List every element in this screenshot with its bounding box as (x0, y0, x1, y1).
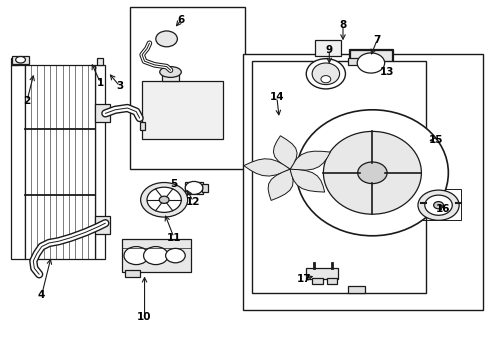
Text: 13: 13 (380, 67, 394, 77)
Ellipse shape (156, 31, 177, 47)
Ellipse shape (159, 196, 169, 203)
Bar (348, 286, 365, 293)
Polygon shape (290, 169, 325, 192)
Polygon shape (273, 136, 297, 169)
Ellipse shape (160, 67, 181, 77)
Text: 3: 3 (117, 81, 123, 91)
Text: 5: 5 (171, 179, 177, 189)
Ellipse shape (124, 247, 148, 265)
Ellipse shape (185, 181, 203, 194)
Ellipse shape (16, 57, 25, 63)
Text: 12: 12 (186, 197, 201, 207)
Bar (349, 49, 393, 77)
Bar (243, 54, 483, 310)
Bar (306, 268, 338, 279)
Bar (130, 7, 245, 169)
Bar (185, 182, 203, 194)
Bar (140, 122, 145, 130)
Text: 16: 16 (436, 204, 451, 214)
Text: 4: 4 (38, 290, 46, 300)
Text: 11: 11 (167, 233, 181, 243)
Text: 15: 15 (429, 135, 443, 145)
Ellipse shape (296, 110, 448, 236)
Bar (11, 65, 24, 259)
Bar (315, 40, 341, 56)
Text: 6: 6 (178, 15, 185, 25)
Ellipse shape (141, 183, 188, 217)
Bar (312, 278, 323, 284)
Bar (97, 58, 103, 65)
Text: 1: 1 (97, 78, 104, 88)
Ellipse shape (321, 76, 331, 83)
Text: 10: 10 (137, 312, 152, 322)
Bar (12, 56, 29, 64)
Bar (95, 65, 105, 259)
Bar (95, 104, 110, 122)
Ellipse shape (276, 159, 304, 179)
Polygon shape (244, 159, 290, 176)
Bar (11, 58, 18, 65)
Text: 7: 7 (373, 35, 381, 45)
Ellipse shape (418, 190, 459, 220)
Bar (202, 184, 208, 192)
Bar (142, 81, 223, 139)
Ellipse shape (147, 187, 181, 212)
Ellipse shape (166, 248, 185, 263)
Ellipse shape (357, 53, 385, 73)
Ellipse shape (434, 202, 443, 209)
Bar (95, 216, 110, 234)
Ellipse shape (358, 162, 387, 184)
Ellipse shape (425, 195, 452, 215)
Bar (421, 189, 461, 220)
Bar (24, 65, 95, 259)
Bar (125, 270, 140, 277)
Bar (350, 50, 392, 76)
Bar (252, 61, 426, 293)
Bar (122, 239, 191, 272)
Ellipse shape (312, 63, 340, 85)
Text: 9: 9 (326, 45, 333, 55)
Bar (327, 278, 337, 284)
Polygon shape (290, 151, 330, 170)
Ellipse shape (283, 164, 297, 175)
Ellipse shape (323, 131, 421, 214)
Bar (162, 72, 179, 81)
Ellipse shape (306, 59, 345, 89)
Text: 17: 17 (296, 274, 311, 284)
Bar (348, 58, 365, 65)
Text: 2: 2 (24, 96, 30, 106)
Text: 14: 14 (270, 92, 284, 102)
Text: 8: 8 (340, 20, 346, 30)
Ellipse shape (144, 247, 168, 265)
Polygon shape (268, 169, 293, 201)
